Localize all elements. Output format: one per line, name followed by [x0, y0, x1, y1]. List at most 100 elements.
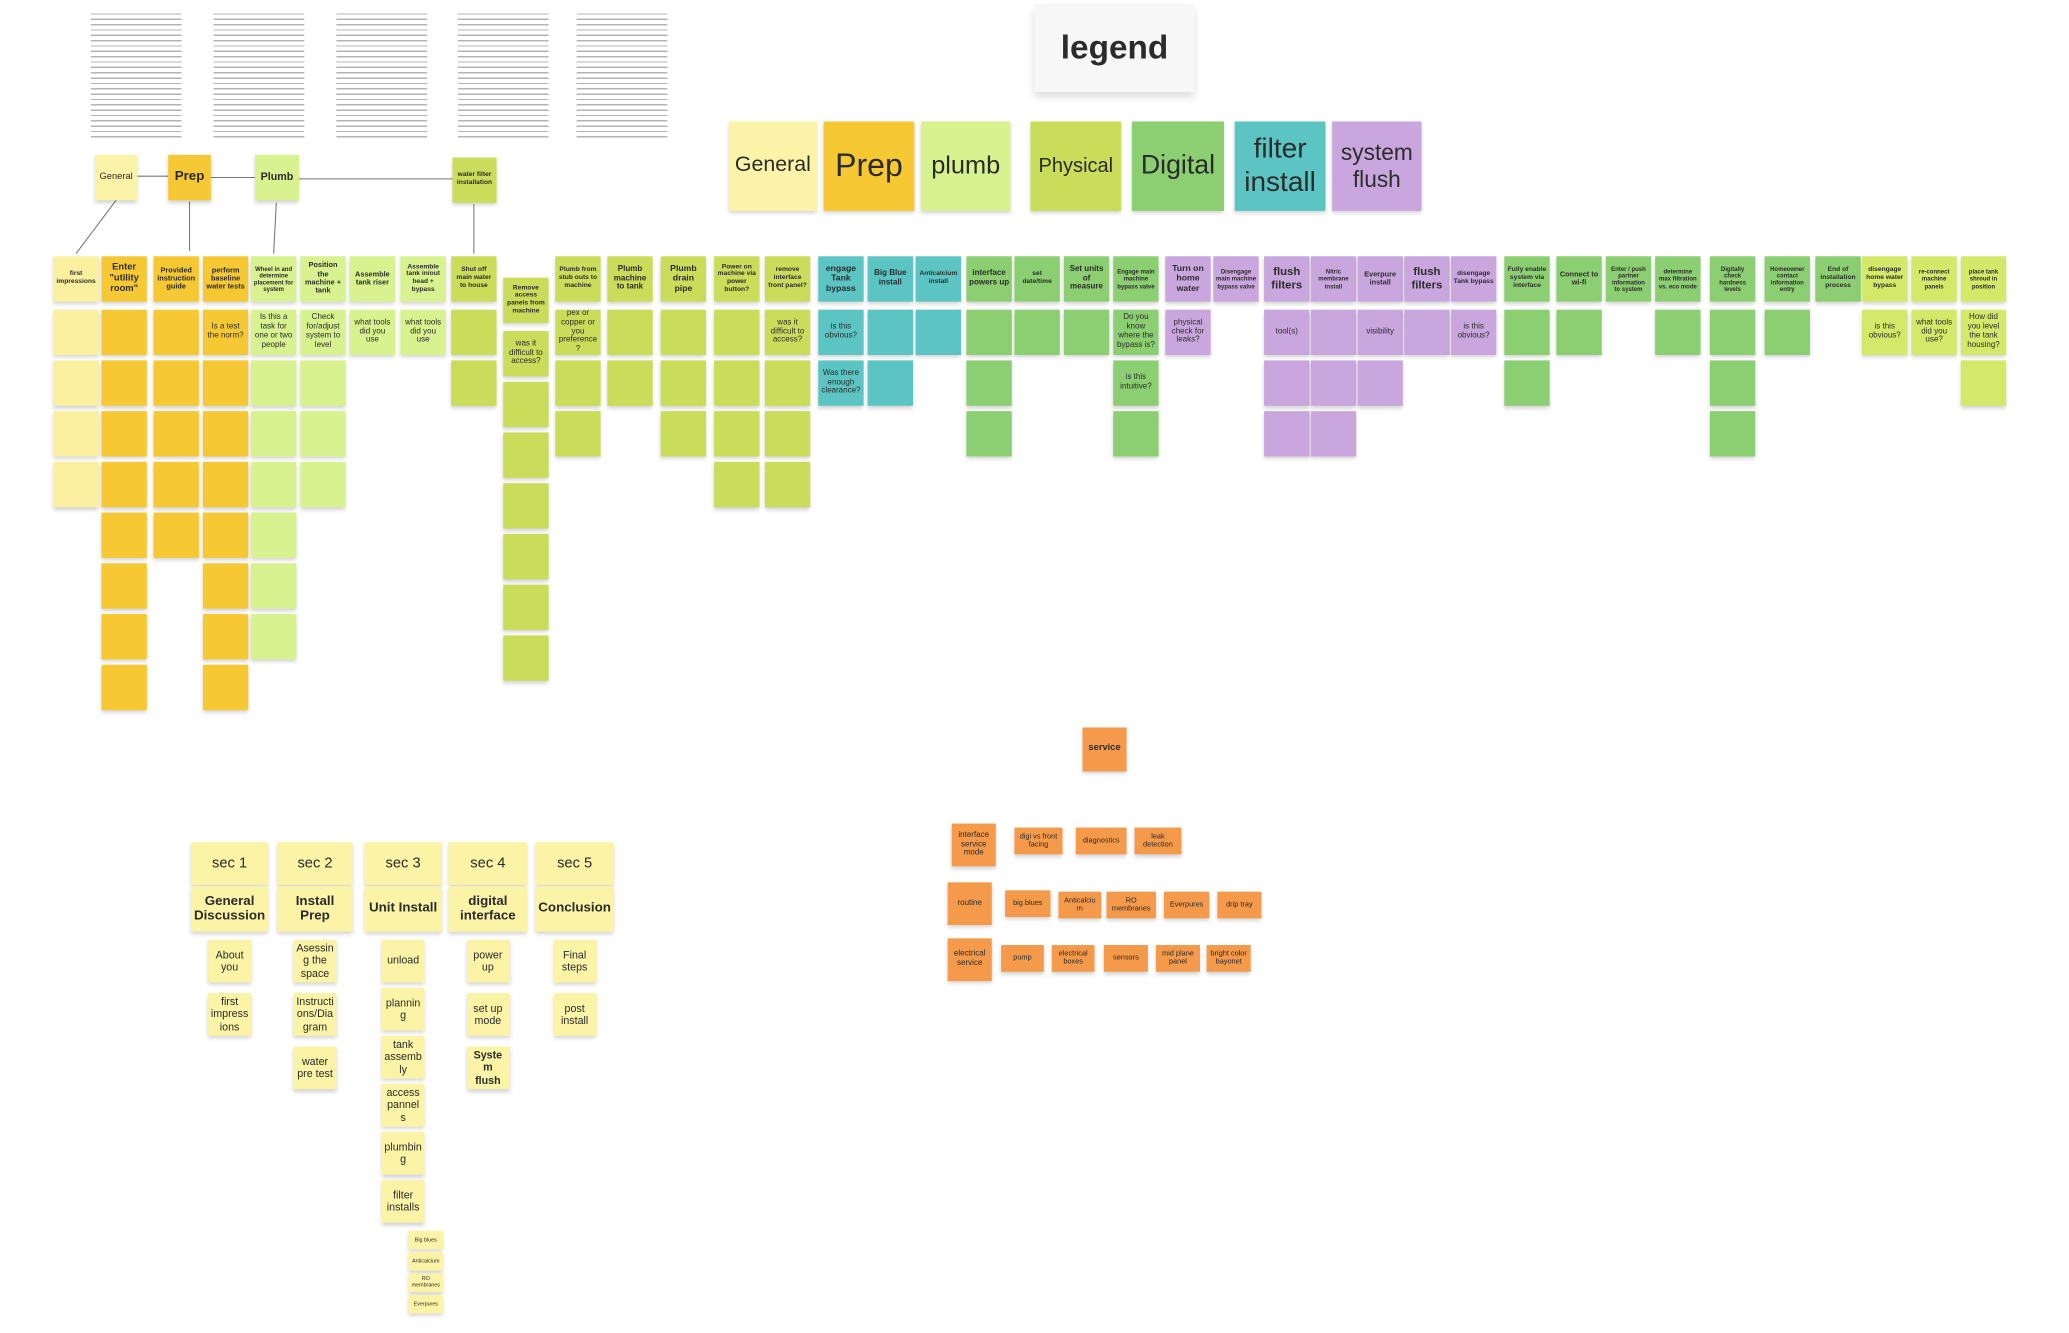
sticky-note	[101, 411, 147, 457]
column-header: perform baseline water tests	[202, 256, 249, 302]
sticky-note	[202, 563, 249, 609]
column-header: Turn on home water	[1165, 256, 1211, 302]
sticky-note	[53, 411, 99, 457]
sticky-note: what tools did you use	[400, 309, 446, 356]
sticky-note	[153, 411, 199, 457]
column-header: Homeowner contact information entry	[1764, 256, 1810, 302]
sticky-note	[764, 360, 811, 406]
section-title: General Discussion	[190, 886, 269, 932]
service-item: Everpures	[1163, 891, 1210, 919]
sticky-note: is this obvious?	[1450, 309, 1497, 356]
service-item: leak detection	[1134, 827, 1182, 855]
sticky-note	[503, 635, 549, 681]
legend-item: Prep	[823, 121, 915, 211]
sticky-note: Check for/adjust system to level	[300, 309, 346, 356]
sticky-note	[1556, 309, 1602, 356]
sticky-note	[250, 360, 297, 406]
sticky-note	[503, 533, 549, 580]
section-item: set up mode	[466, 993, 510, 1036]
legend-title: legend	[1034, 4, 1195, 93]
section-item: power up	[466, 939, 510, 983]
service-item: electrical boxes	[1051, 945, 1095, 972]
section-label: sec 4	[448, 842, 528, 885]
sticky-note	[503, 483, 549, 529]
section-item: Instructions/Diagram	[293, 993, 337, 1036]
section-title: Unit Install	[364, 886, 442, 932]
section-label: sec 1	[190, 842, 269, 885]
service-item: Anticalcium	[1058, 891, 1102, 919]
section-subitem: Big blues	[408, 1230, 444, 1250]
sticky-note	[555, 411, 601, 457]
column-header: Connect to wi-fi	[1556, 256, 1602, 302]
connector	[75, 199, 117, 254]
sticky-note: tool(s)	[1264, 309, 1310, 356]
section-item: planning	[381, 987, 425, 1031]
sticky-note	[202, 360, 249, 406]
sticky-note	[153, 309, 199, 356]
document-thumbnail	[457, 10, 549, 142]
sticky-note	[660, 411, 707, 457]
column-header: Enter "utility room"	[101, 256, 147, 302]
service-title: service	[1082, 727, 1127, 772]
sticky-note	[300, 360, 346, 406]
flow-node: Prep	[168, 154, 211, 201]
column-header: Nitric membrane install	[1310, 256, 1357, 302]
service-item: mid plane panel	[1155, 945, 1200, 972]
sticky-note	[300, 461, 346, 508]
sticky-note	[250, 411, 297, 457]
sticky-note	[1709, 309, 1756, 356]
sticky-note	[714, 360, 760, 406]
section-title: Install Prep	[277, 886, 353, 932]
column-header: interface powers up	[966, 256, 1012, 302]
sticky-note	[1504, 309, 1550, 356]
section-item: first impressions	[208, 993, 251, 1036]
service-item: routine	[947, 882, 992, 926]
column-header: Provided instruction guide	[153, 256, 199, 302]
section-item: plumbing	[381, 1131, 425, 1175]
sticky-note: what tools did you use?	[1911, 309, 1957, 356]
sticky-note	[53, 309, 99, 356]
sticky-note	[1310, 411, 1357, 457]
document-thumbnail	[90, 10, 182, 142]
sticky-note	[1764, 309, 1810, 356]
sticky-note	[1960, 360, 2007, 406]
column-header: Plumb from stub outs to machine	[555, 256, 601, 302]
section-title: Conclusion	[535, 886, 615, 932]
service-item: digi vs front facing	[1014, 827, 1063, 855]
sticky-note	[714, 461, 760, 508]
sticky-note	[1655, 309, 1701, 356]
sticky-note	[714, 309, 760, 356]
service-item: diagnostics	[1075, 827, 1127, 855]
column-header: flush filters	[1264, 256, 1310, 302]
sticky-note	[153, 512, 199, 558]
sticky-note	[1709, 360, 1756, 406]
sticky-note: pex or copper or you preference?	[555, 309, 601, 356]
section-item: filter installs	[381, 1179, 425, 1223]
section-label: sec 5	[535, 842, 615, 885]
sticky-note	[1310, 360, 1357, 406]
column-header: set date/time	[1014, 256, 1060, 302]
column-header: Big Blue install	[867, 256, 914, 302]
section-item: tank assembly	[381, 1035, 425, 1079]
sticky-note	[101, 664, 147, 711]
column-header: engage Tank bypass	[818, 256, 864, 302]
sticky-note	[101, 563, 147, 609]
sticky-note	[1264, 411, 1310, 457]
sticky-note	[250, 461, 297, 508]
column-header: Anticalcium install	[915, 256, 962, 302]
column-header: Everpure install	[1357, 256, 1403, 302]
sticky-note	[202, 461, 249, 508]
sticky-note	[503, 432, 549, 478]
sticky-note	[250, 614, 297, 660]
column-header: Assemble tank in/out head + bypass	[400, 256, 446, 302]
sticky-note: Was there enough clearance?	[818, 360, 864, 406]
section-label: sec 3	[364, 842, 442, 885]
sticky-note: physical check for leaks?	[1165, 309, 1211, 356]
sticky-note	[555, 360, 601, 406]
sticky-note	[202, 614, 249, 660]
sticky-note	[101, 614, 147, 660]
section-subitem: RO membranes	[408, 1273, 444, 1293]
sticky-note	[867, 360, 914, 406]
sticky-note	[101, 309, 147, 356]
